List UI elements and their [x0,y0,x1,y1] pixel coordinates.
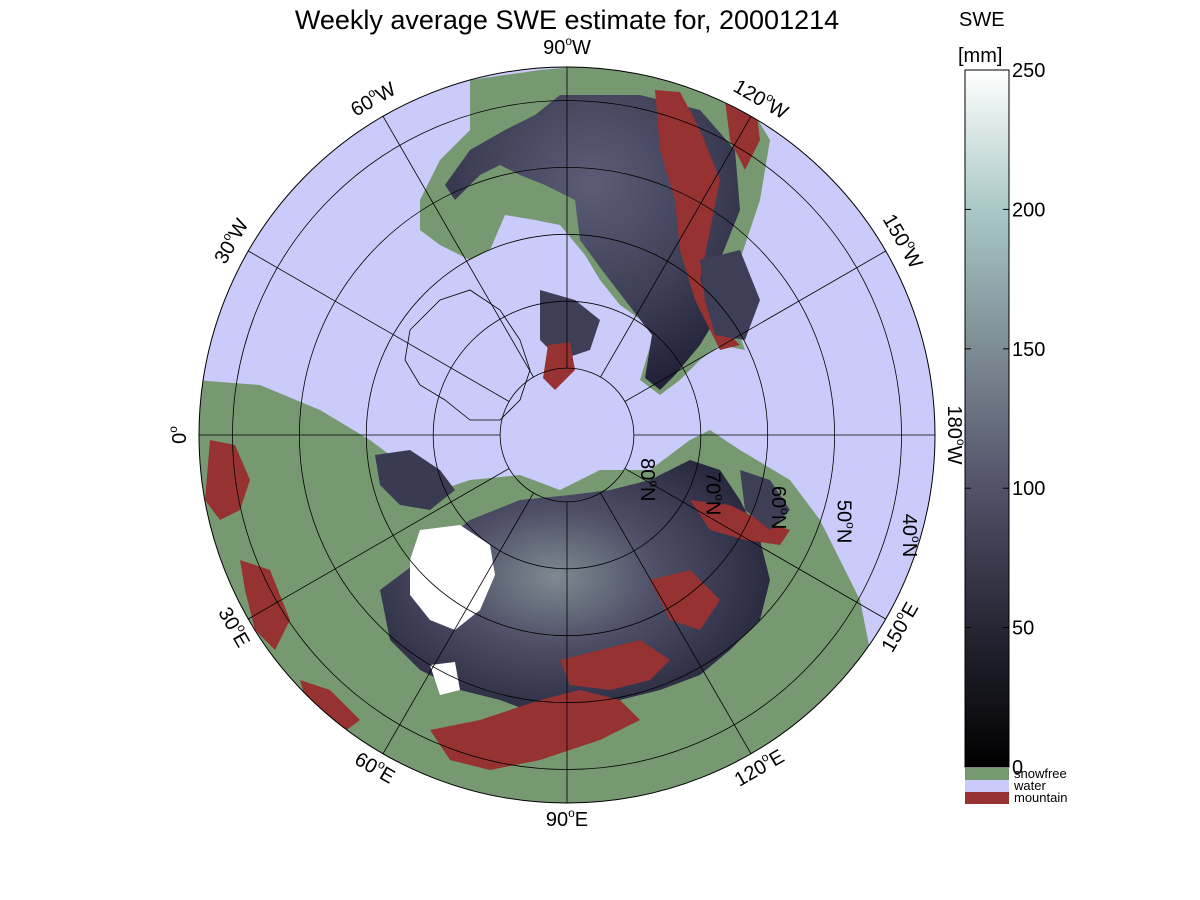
latitude-hemisphere: N [701,501,723,515]
degree-sign: o [166,426,180,433]
longitude-hemisphere: E [575,809,588,831]
figure-title: Weekly average SWE estimate for, 2000121… [295,5,839,35]
north-america-mountains [655,90,760,350]
colorbar-title: SWE [959,9,1005,31]
latitude-degree: 80 [636,458,658,480]
colorbar-unit: [mm] [958,45,1002,67]
latitude-label: 40oN [898,514,923,557]
latitude-hemisphere: N [898,543,920,557]
longitude-degree: 30 [211,238,241,268]
white-patch-south [430,662,460,695]
colorbar-tick-label: 100 [1012,478,1045,500]
meridian-line [600,492,752,754]
latitude-hemisphere: N [832,529,854,543]
latitude-hemisphere: N [767,515,789,529]
colorbar: SWE [mm] 0 50 100 150 200 250 snowfreewatermo… [958,9,1067,805]
longitude-degree: 180 [943,406,965,439]
degree-sign: o [778,508,792,515]
colorbar-tick-label: 250 [1012,60,1045,82]
longitude-hemisphere: E [228,629,254,652]
longitude-degree: 90 [546,809,568,831]
europe-mountains [205,440,360,735]
degree-sign: o [909,536,923,543]
longitude-label: 90oW [543,34,591,59]
degree-sign: o [647,480,661,487]
legend-swatch-snowfree [965,768,1009,780]
colorbar-tick-label: 200 [1012,199,1045,221]
longitude-hemisphere: W [898,245,927,272]
degree-sign: o [712,494,726,501]
longitude-label: 120oE [729,743,788,791]
longitude-label: 90oE [546,806,588,831]
meridian-line [248,468,510,620]
asia-mountains [430,500,790,770]
longitude-label: 0o [166,426,191,444]
degree-sign: o [568,806,575,820]
polar-map [199,67,935,803]
latitude-degree: 70 [701,472,723,494]
legend-swatch-water [965,780,1009,792]
latitude-hemisphere: N [636,487,658,501]
degree-sign: o [565,34,572,48]
colorbar-tick-label: 150 [1012,339,1045,361]
kamchatka-snow [740,470,790,530]
map-border [198,66,936,804]
legend-label-mountain: mountain [1014,790,1067,805]
degree-sign: o [954,439,968,446]
colorbar-ticks: 0 50 100 150 200 250 [965,60,1045,779]
longitude-label: 180oW [943,406,968,465]
greenland-island [404,289,531,421]
legend-swatch-mountain [965,792,1009,804]
meridian-line [624,250,886,402]
longitude-hemisphere: W [943,446,965,465]
longitude-degree: 120 [729,76,769,112]
latitude-label: 60oN [767,486,792,529]
meridian-line [600,116,752,378]
scandinavia-snow [375,450,455,510]
eurasia-snow [380,460,770,720]
meridian-line [624,468,886,620]
arctic-islands [540,290,600,360]
longitude-hemisphere: E [766,746,789,772]
alaska-snow [700,250,760,340]
meridian-line [382,116,534,378]
latitude-degree: 50 [832,500,854,522]
latitude-label: 80oN [636,458,661,501]
legend-label-snowfree: snowfree [1014,766,1067,781]
latitude-degree: 40 [898,514,920,536]
colorbar-tick-label: 50 [1012,618,1034,640]
longitude-hemisphere: W [572,37,591,59]
latitude-degree: 60 [767,486,789,508]
meridian-line [248,250,510,402]
longitude-degree: 60 [351,749,381,779]
colorbar-tick-label: 0 [1012,757,1023,779]
latitude-label: 70oN [701,472,726,515]
graticule [199,67,935,803]
latitude-label: 50oN [832,500,857,543]
degree-sign: o [843,522,857,529]
longitude-hemisphere: W [372,79,399,108]
meridian-line [382,492,534,754]
western-russia-snowfree-white [410,525,495,630]
legend-label-water: water [1013,778,1046,793]
longitude-degree: 90 [543,37,565,59]
colorbar-gradient [964,69,1010,768]
longitude-degree: 0 [169,433,191,444]
